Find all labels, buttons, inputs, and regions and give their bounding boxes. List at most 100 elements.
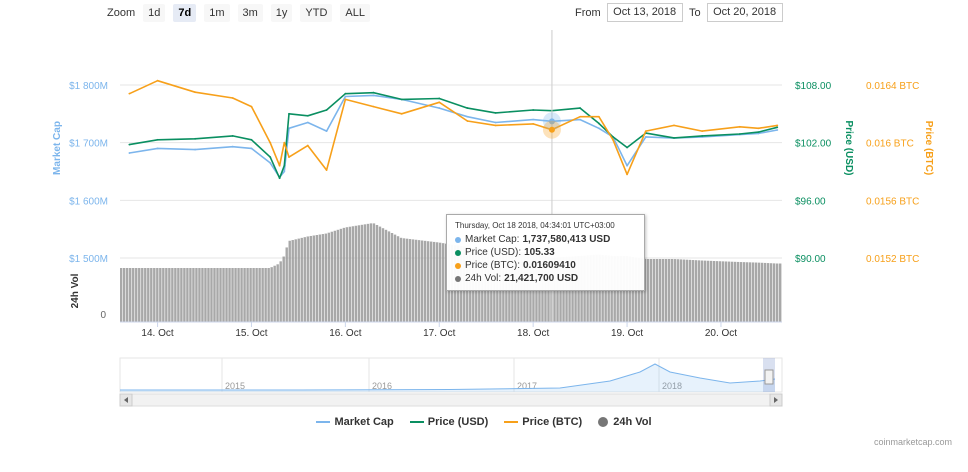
series-point [466,107,469,109]
price-btc-tick: 0.0152 BTC [866,254,919,265]
tooltip-row-price-btc: Price (BTC): 0.01609410 [455,259,636,272]
volume-bar [183,268,186,322]
series-point [306,114,309,117]
zoom-1m-button[interactable]: 1m [204,4,230,22]
volume-bar [438,242,442,322]
volume-bar [399,237,403,322]
volume-bar [769,263,773,322]
market-cap-axis-title: Market Cap [52,121,63,175]
navigator-area [120,364,775,392]
volume-bar [330,231,334,322]
price-usd-tick: $90.00 [795,254,826,265]
tooltip-row-price-usd: Price (USD): 105.33 [455,246,636,259]
volume-bar [706,260,710,322]
volume-bar [345,227,349,322]
volume-bar [255,268,258,322]
series-point [494,121,497,124]
series-point [701,130,704,133]
volume-bar [354,225,358,322]
market-cap-tick: $1 600M [69,196,108,207]
series-point [344,92,347,95]
volume-bar [378,226,382,322]
from-date-input[interactable]: Oct 13, 2018 [606,3,683,22]
volume-axis-title: 24h Vol [70,273,81,308]
zoom-all-button[interactable]: ALL [340,4,370,22]
zoom-3m-button[interactable]: 3m [237,4,263,22]
legend-item-volume[interactable]: 24h Vol [598,416,652,428]
volume-bar [432,241,436,322]
volume-bar [655,259,659,322]
chart-legend: Market Cap Price (USD) Price (BTC) 24h V… [0,416,968,428]
x-tick-label: 15. Oct [235,328,267,339]
series-point [269,141,272,144]
volume-bar [393,234,397,322]
zoom-1y-button[interactable]: 1y [270,4,293,22]
series-point [597,127,600,130]
volume-bar [405,238,409,322]
volume-bar [697,260,701,322]
series-point [466,120,469,122]
volume-bar [240,268,243,322]
series-point [438,101,441,104]
legend-item-price-usd[interactable]: Price (USD) [409,416,489,428]
volume-bar [309,235,312,322]
volume-bar [709,260,713,322]
credit-link[interactable]: coinmarketcap.com [873,437,952,447]
volume-bar [288,240,291,322]
volume-bar [267,268,270,322]
series-point [344,98,347,101]
series-point [306,121,309,124]
series-line-price-usd- [129,91,778,179]
volume-bar [321,234,325,322]
series-point [644,136,647,138]
legend-item-price-btc[interactable]: Price (BTC) [504,416,582,428]
scroll-right-arrow-icon [774,397,778,403]
legend-item-market-cap[interactable]: Market Cap [316,416,394,428]
volume-bar [333,230,337,322]
volume-bar [369,223,373,322]
volume-bar [297,238,300,322]
volume-bar [204,268,207,322]
series-point [156,138,159,141]
volume-bar [237,268,240,322]
legend-label: Price (USD) [427,416,489,428]
volume-bar [733,261,737,322]
navigator-frame [119,357,783,393]
series-point [612,136,614,138]
series-point [156,79,159,82]
series-point [494,124,497,127]
volume-bar [751,262,755,322]
zoom-7d-button[interactable]: 7d [173,4,197,22]
series-point [644,130,647,133]
volume-bar [402,238,406,322]
series-point [372,91,375,94]
volume-bar [264,268,267,322]
volume-bar [318,234,322,322]
volume-bar [414,239,418,322]
legend-label: Price (BTC) [522,416,583,428]
volume-bar [739,262,743,322]
volume-bar [411,239,415,322]
volume-bar [285,247,288,322]
volume-bar [174,268,177,322]
price-btc-tick: 0.0156 BTC [866,196,919,207]
volume-bar [646,259,649,322]
series-point [269,161,272,164]
tooltip-value: 0.01609410 [523,260,576,271]
tooltip-value: 105.33 [524,247,555,258]
zoom-ytd-button[interactable]: YTD [300,4,333,22]
zoom-1d-button[interactable]: 1d [143,4,166,22]
volume-bar [435,242,439,322]
tooltip-label: Price (USD): [465,247,522,258]
x-tick-label: 19. Oct [611,328,643,339]
series-point [532,109,535,111]
to-date-input[interactable]: Oct 20, 2018 [706,3,783,22]
volume-bar [261,268,264,322]
volume-bar [649,259,653,322]
volume-bar [670,259,674,322]
price-usd-tick: $96.00 [795,196,826,207]
volume-bar [147,268,150,322]
series-point [278,177,281,180]
series-point [626,173,628,176]
volume-bar [351,226,355,322]
